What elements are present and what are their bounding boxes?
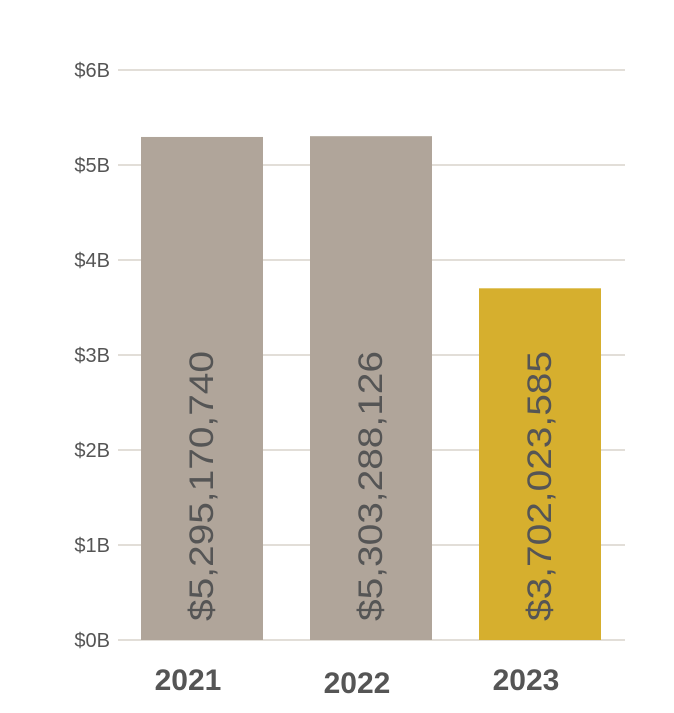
y-tick-label: $3B	[74, 345, 110, 367]
bar-value-label: $5,295,170,740	[183, 351, 221, 621]
bar-value-label: $5,303,288,126	[352, 351, 390, 621]
y-tick-label: $6B	[74, 60, 110, 82]
bar-value-labels: $5,295,170,740 $5,303,288,126 $3,702,023,5…	[183, 351, 559, 621]
bar-value-label: $3,702,023,585	[521, 351, 559, 621]
y-tick-label: $5B	[74, 155, 110, 177]
y-axis: $0B $1B $2B $3B $4B $5B $6B	[74, 60, 110, 652]
bars	[141, 136, 601, 640]
y-tick-label: $4B	[74, 250, 110, 272]
x-axis: 2021 2022 2023	[155, 664, 560, 700]
y-tick-label: $2B	[74, 440, 110, 462]
x-tick-label: 2023	[493, 664, 560, 697]
bar-2021	[141, 136, 263, 640]
bar-2022	[310, 136, 432, 640]
y-tick-label: $1B	[74, 535, 110, 557]
bar-2023	[479, 288, 601, 640]
y-tick-label: $0B	[74, 630, 110, 652]
x-tick-label: 2021	[155, 664, 222, 697]
x-tick-label: 2022	[324, 667, 391, 700]
